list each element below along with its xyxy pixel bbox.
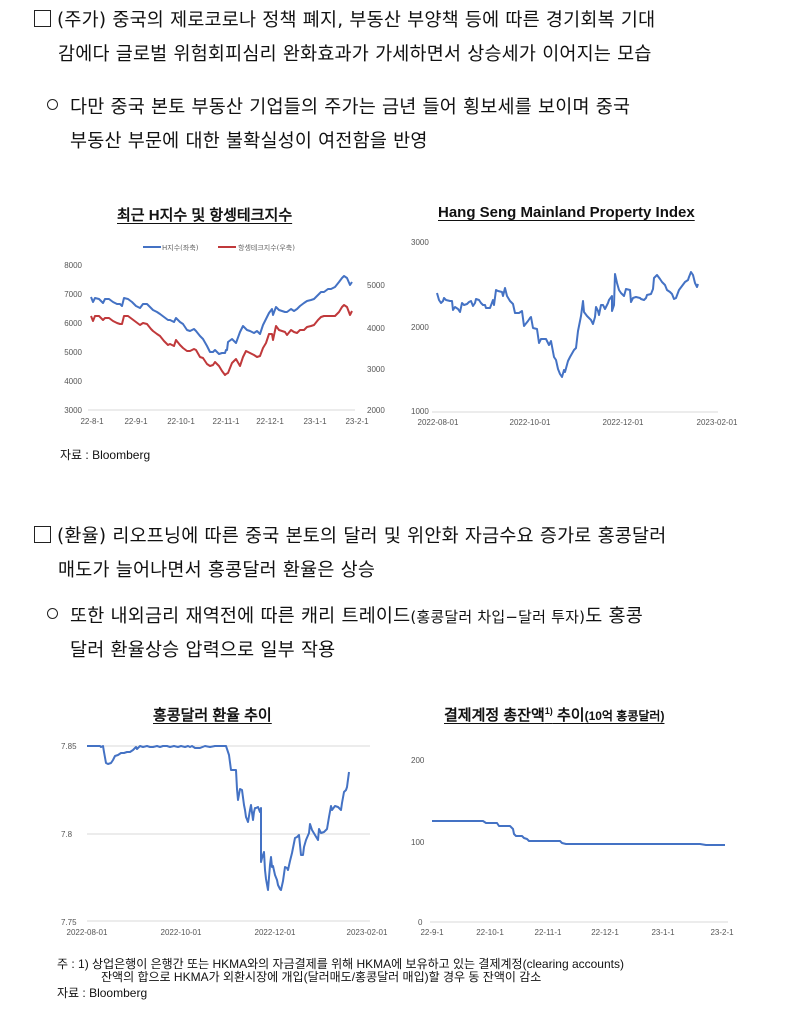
- svg-text:22-11-1: 22-11-1: [213, 417, 241, 426]
- svg-text:7000: 7000: [64, 290, 82, 299]
- svg-text:2022-10-01: 2022-10-01: [510, 418, 551, 427]
- svg-text:22-11-1: 22-11-1: [535, 928, 563, 937]
- section1-bullet-line2: 부동산 부문에 대한 불확실성이 여전함을 반영: [70, 131, 428, 152]
- svg-text:2023-02-01: 2023-02-01: [347, 928, 388, 937]
- svg-text:2000: 2000: [367, 406, 385, 415]
- svg-text:100: 100: [411, 838, 425, 847]
- section1-heading-line2: 감에다 글로벌 위험회피심리 완화효과가 가세하면서 상승세가 이어지는 모습: [58, 44, 652, 65]
- svg-text:6000: 6000: [64, 319, 82, 328]
- legend-hs-tech: 항셍테크지수(우축): [238, 243, 295, 252]
- chart3-title: 홍콩달러 환율 추이: [153, 707, 272, 724]
- svg-text:22-12-1: 22-12-1: [591, 928, 619, 937]
- svg-text:22-12-1: 22-12-1: [256, 417, 284, 426]
- checkbox-square-icon: [34, 10, 51, 27]
- svg-text:2022-12-01: 2022-12-01: [255, 928, 296, 937]
- chart1-title: 최근 H지수 및 항셍테크지수: [117, 207, 293, 224]
- section2-heading-line2: 매도가 늘어나면서 홍콩달러 환율은 상승: [58, 560, 376, 581]
- bullet-circle-icon: [47, 99, 58, 110]
- svg-text:23-1-1: 23-1-1: [303, 417, 327, 426]
- chart2-y-axis: 3000 2000 1000: [411, 238, 429, 416]
- section2-bullet-line2: 달러 환율상승 압력으로 일부 작용: [70, 640, 336, 661]
- chart1-x-axis: 22-8-1 22-9-1 22-10-1 22-11-1 22-12-1 23…: [80, 417, 369, 426]
- chart3-y-axis: 7.85 7.8 7.75: [61, 742, 77, 927]
- svg-text:4000: 4000: [64, 377, 82, 386]
- section2-note-line2: 잔액의 합으로 HKMA가 외환시장에 개입(달러매도/홍콩달러 매입)할 경우…: [101, 970, 542, 984]
- svg-text:22-10-1: 22-10-1: [476, 928, 504, 937]
- svg-text:5000: 5000: [64, 348, 82, 357]
- chart4-series-balance: [432, 820, 725, 846]
- chart3-series-usdhkd: [87, 745, 350, 891]
- chart1-legend: H지수(좌축) 항셍테크지수(우축): [143, 243, 295, 252]
- section2-heading-line1: (환율) 리오프닝에 따른 중국 본토의 달러 및 위안화 자금수요 증가로 홍…: [34, 520, 666, 554]
- svg-text:4000: 4000: [367, 324, 385, 333]
- svg-text:8000: 8000: [64, 261, 82, 270]
- chart2-x-axis: 2022-08-01 2022-10-01 2022-12-01 2023-02…: [418, 418, 738, 427]
- svg-text:3000: 3000: [367, 365, 385, 374]
- svg-text:2022-08-01: 2022-08-01: [67, 928, 108, 937]
- svg-text:2022-10-01: 2022-10-01: [161, 928, 202, 937]
- section2-heading: (환율) 리오프닝에 따른 중국 본토의 달러 및 위안화 자금수요 증가로 홍…: [34, 520, 666, 588]
- svg-text:2022-12-01: 2022-12-01: [603, 418, 644, 427]
- section1-bullet-line1: 다만 중국 본토 부동산 기업들의 주가는 금년 들어 횡보세를 보이며 중국: [47, 91, 630, 125]
- svg-text:2000: 2000: [411, 323, 429, 332]
- svg-text:5000: 5000: [367, 281, 385, 290]
- svg-text:7.8: 7.8: [61, 830, 73, 839]
- checkbox-square-icon: [34, 526, 51, 543]
- section1-heading-line1: (주가) 중국의 제로코로나 정책 폐지, 부동산 부양책 등에 따른 경기회복…: [34, 4, 655, 38]
- chart2-title: Hang Seng Mainland Property Index: [438, 204, 695, 221]
- chart1-right-axis: 5000 4000 3000 2000: [367, 281, 385, 415]
- chart4-x-axis: 22-9-1 22-10-1 22-11-1 22-12-1 23-1-1 23…: [420, 928, 734, 937]
- svg-text:22-8-1: 22-8-1: [80, 417, 104, 426]
- svg-text:3000: 3000: [64, 406, 82, 415]
- svg-text:2022-08-01: 2022-08-01: [418, 418, 459, 427]
- legend-h-index: H지수(좌축): [162, 243, 199, 252]
- chart4-title: 결제계정 총잔액1) 추이(10억 홍콩달러): [444, 706, 665, 724]
- chart3-x-axis: 2022-08-01 2022-10-01 2022-12-01 2023-02…: [67, 928, 388, 937]
- svg-text:23-2-1: 23-2-1: [345, 417, 369, 426]
- svg-text:0: 0: [418, 918, 423, 927]
- section1-source: 자료 : Bloomberg: [60, 448, 151, 462]
- svg-text:7.75: 7.75: [61, 918, 77, 927]
- section2-bullet-line1: 또한 내외금리 재역전에 따른 캐리 트레이드(홍콩달러 차입−달러 투자)도 …: [47, 600, 643, 634]
- section2-note-line1: 주 : 1) 상업은행이 은행간 또는 HKMA와의 자금결제를 위해 HKMA…: [57, 957, 624, 971]
- chart2-series-property: [436, 271, 699, 378]
- svg-text:22-10-1: 22-10-1: [167, 417, 195, 426]
- svg-text:200: 200: [411, 756, 425, 765]
- svg-text:1000: 1000: [411, 407, 429, 416]
- svg-text:22-9-1: 22-9-1: [420, 928, 444, 937]
- bullet-circle-icon: [47, 608, 58, 619]
- chart4-y-axis: 200 100 0: [411, 756, 425, 927]
- svg-text:2023-02-01: 2023-02-01: [697, 418, 738, 427]
- chart1-left-axis: 8000 7000 6000 5000 4000 3000: [64, 261, 82, 415]
- svg-text:23-2-1: 23-2-1: [710, 928, 734, 937]
- section1-bullet: 다만 중국 본토 부동산 기업들의 주가는 금년 들어 횡보세를 보이며 중국 …: [47, 91, 630, 159]
- section2-bullet: 또한 내외금리 재역전에 따른 캐리 트레이드(홍콩달러 차입−달러 투자)도 …: [47, 600, 643, 668]
- chart1-series-hs-tech: [90, 304, 353, 376]
- section2-source: 자료 : Bloomberg: [57, 986, 148, 1000]
- chart1-series-h-index: [90, 275, 353, 355]
- section1-heading: (주가) 중국의 제로코로나 정책 폐지, 부동산 부양책 등에 따른 경기회복…: [34, 4, 655, 72]
- svg-text:22-9-1: 22-9-1: [124, 417, 148, 426]
- chart3-gridlines: [87, 745, 370, 922]
- svg-text:3000: 3000: [411, 238, 429, 247]
- svg-text:23-1-1: 23-1-1: [651, 928, 675, 937]
- svg-text:7.85: 7.85: [61, 742, 77, 751]
